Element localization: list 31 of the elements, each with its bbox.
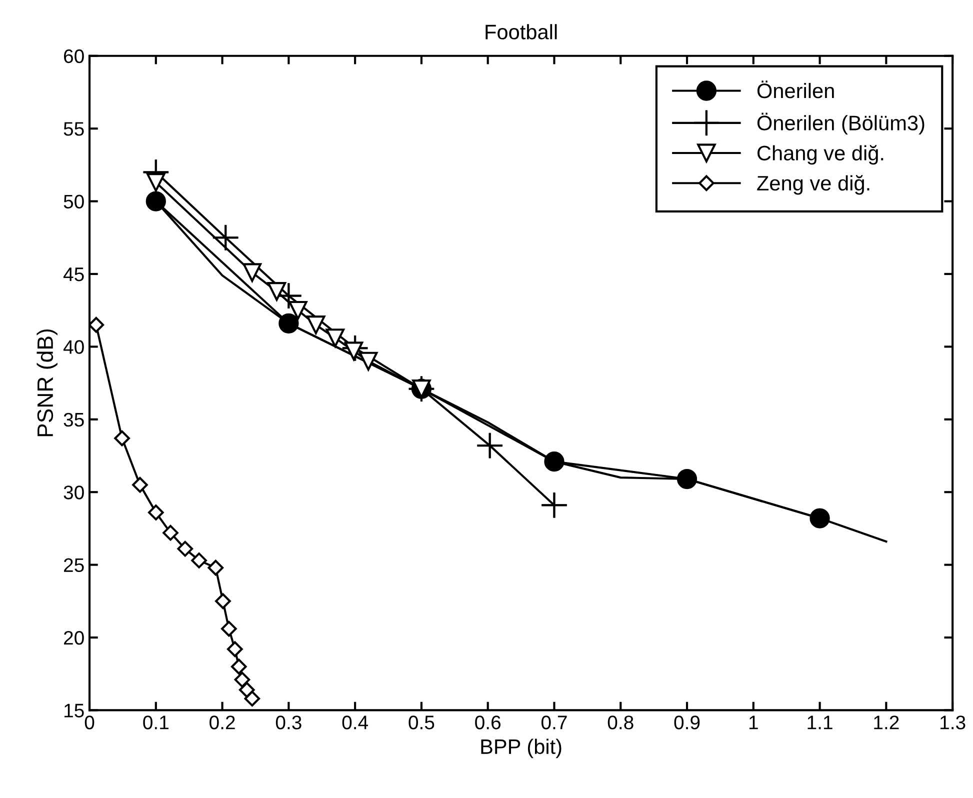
x-axis-title: BPP (bit) xyxy=(481,738,562,758)
y-tick-label: 20 xyxy=(64,630,84,645)
y-tick-label: 40 xyxy=(63,340,84,354)
legend-label: Zeng ve diğ. xyxy=(757,175,870,195)
x-tick-label: 0.6 xyxy=(475,716,501,730)
y-tick-label: 55 xyxy=(64,122,84,136)
y-axis-title: PSNR (dB) xyxy=(36,329,58,436)
x-tick-label: 1.3 xyxy=(940,716,966,730)
legend-label: Chang ve diğ. xyxy=(758,144,884,165)
x-tick-label: 1 xyxy=(749,716,758,730)
chart-title: Football xyxy=(486,24,557,40)
x-tick-label: 1.1 xyxy=(808,716,832,730)
y-tick-label: 50 xyxy=(64,194,84,209)
y-tick-label: 25 xyxy=(64,558,84,572)
x-tick-label: 0.1 xyxy=(143,716,168,730)
y-tick-label: 45 xyxy=(63,268,84,282)
x-tick-label: 0.9 xyxy=(674,716,700,730)
y-tick-label: 30 xyxy=(64,486,84,500)
x-tick-label: 0.3 xyxy=(276,716,302,730)
x-tick-label: 0 xyxy=(84,716,94,730)
x-tick-label: 0.8 xyxy=(608,716,634,730)
legend-label: Önerilen (Bölüm3) xyxy=(757,112,924,135)
y-tick-label: 35 xyxy=(64,412,84,427)
x-tick-label: 0.7 xyxy=(541,716,567,730)
x-tick-label: 1.2 xyxy=(874,716,899,730)
y-tick-label: 15 xyxy=(64,704,84,718)
legend-label: Önerilen xyxy=(757,80,834,98)
x-tick-label: 0.2 xyxy=(210,716,235,730)
x-tick-label: 0.5 xyxy=(408,716,434,730)
y-tick-label: 60 xyxy=(64,49,84,64)
x-tick-label: 0.4 xyxy=(342,716,368,730)
